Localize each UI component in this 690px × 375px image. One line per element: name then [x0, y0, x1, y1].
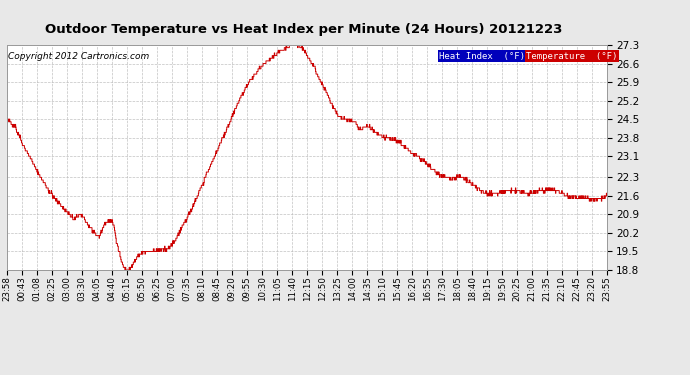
Text: Outdoor Temperature vs Heat Index per Minute (24 Hours) 20121223: Outdoor Temperature vs Heat Index per Mi… — [45, 22, 562, 36]
Text: Copyright 2012 Cartronics.com: Copyright 2012 Cartronics.com — [8, 52, 149, 61]
Text: Temperature  (°F): Temperature (°F) — [526, 52, 618, 61]
Text: Heat Index  (°F): Heat Index (°F) — [439, 52, 525, 61]
